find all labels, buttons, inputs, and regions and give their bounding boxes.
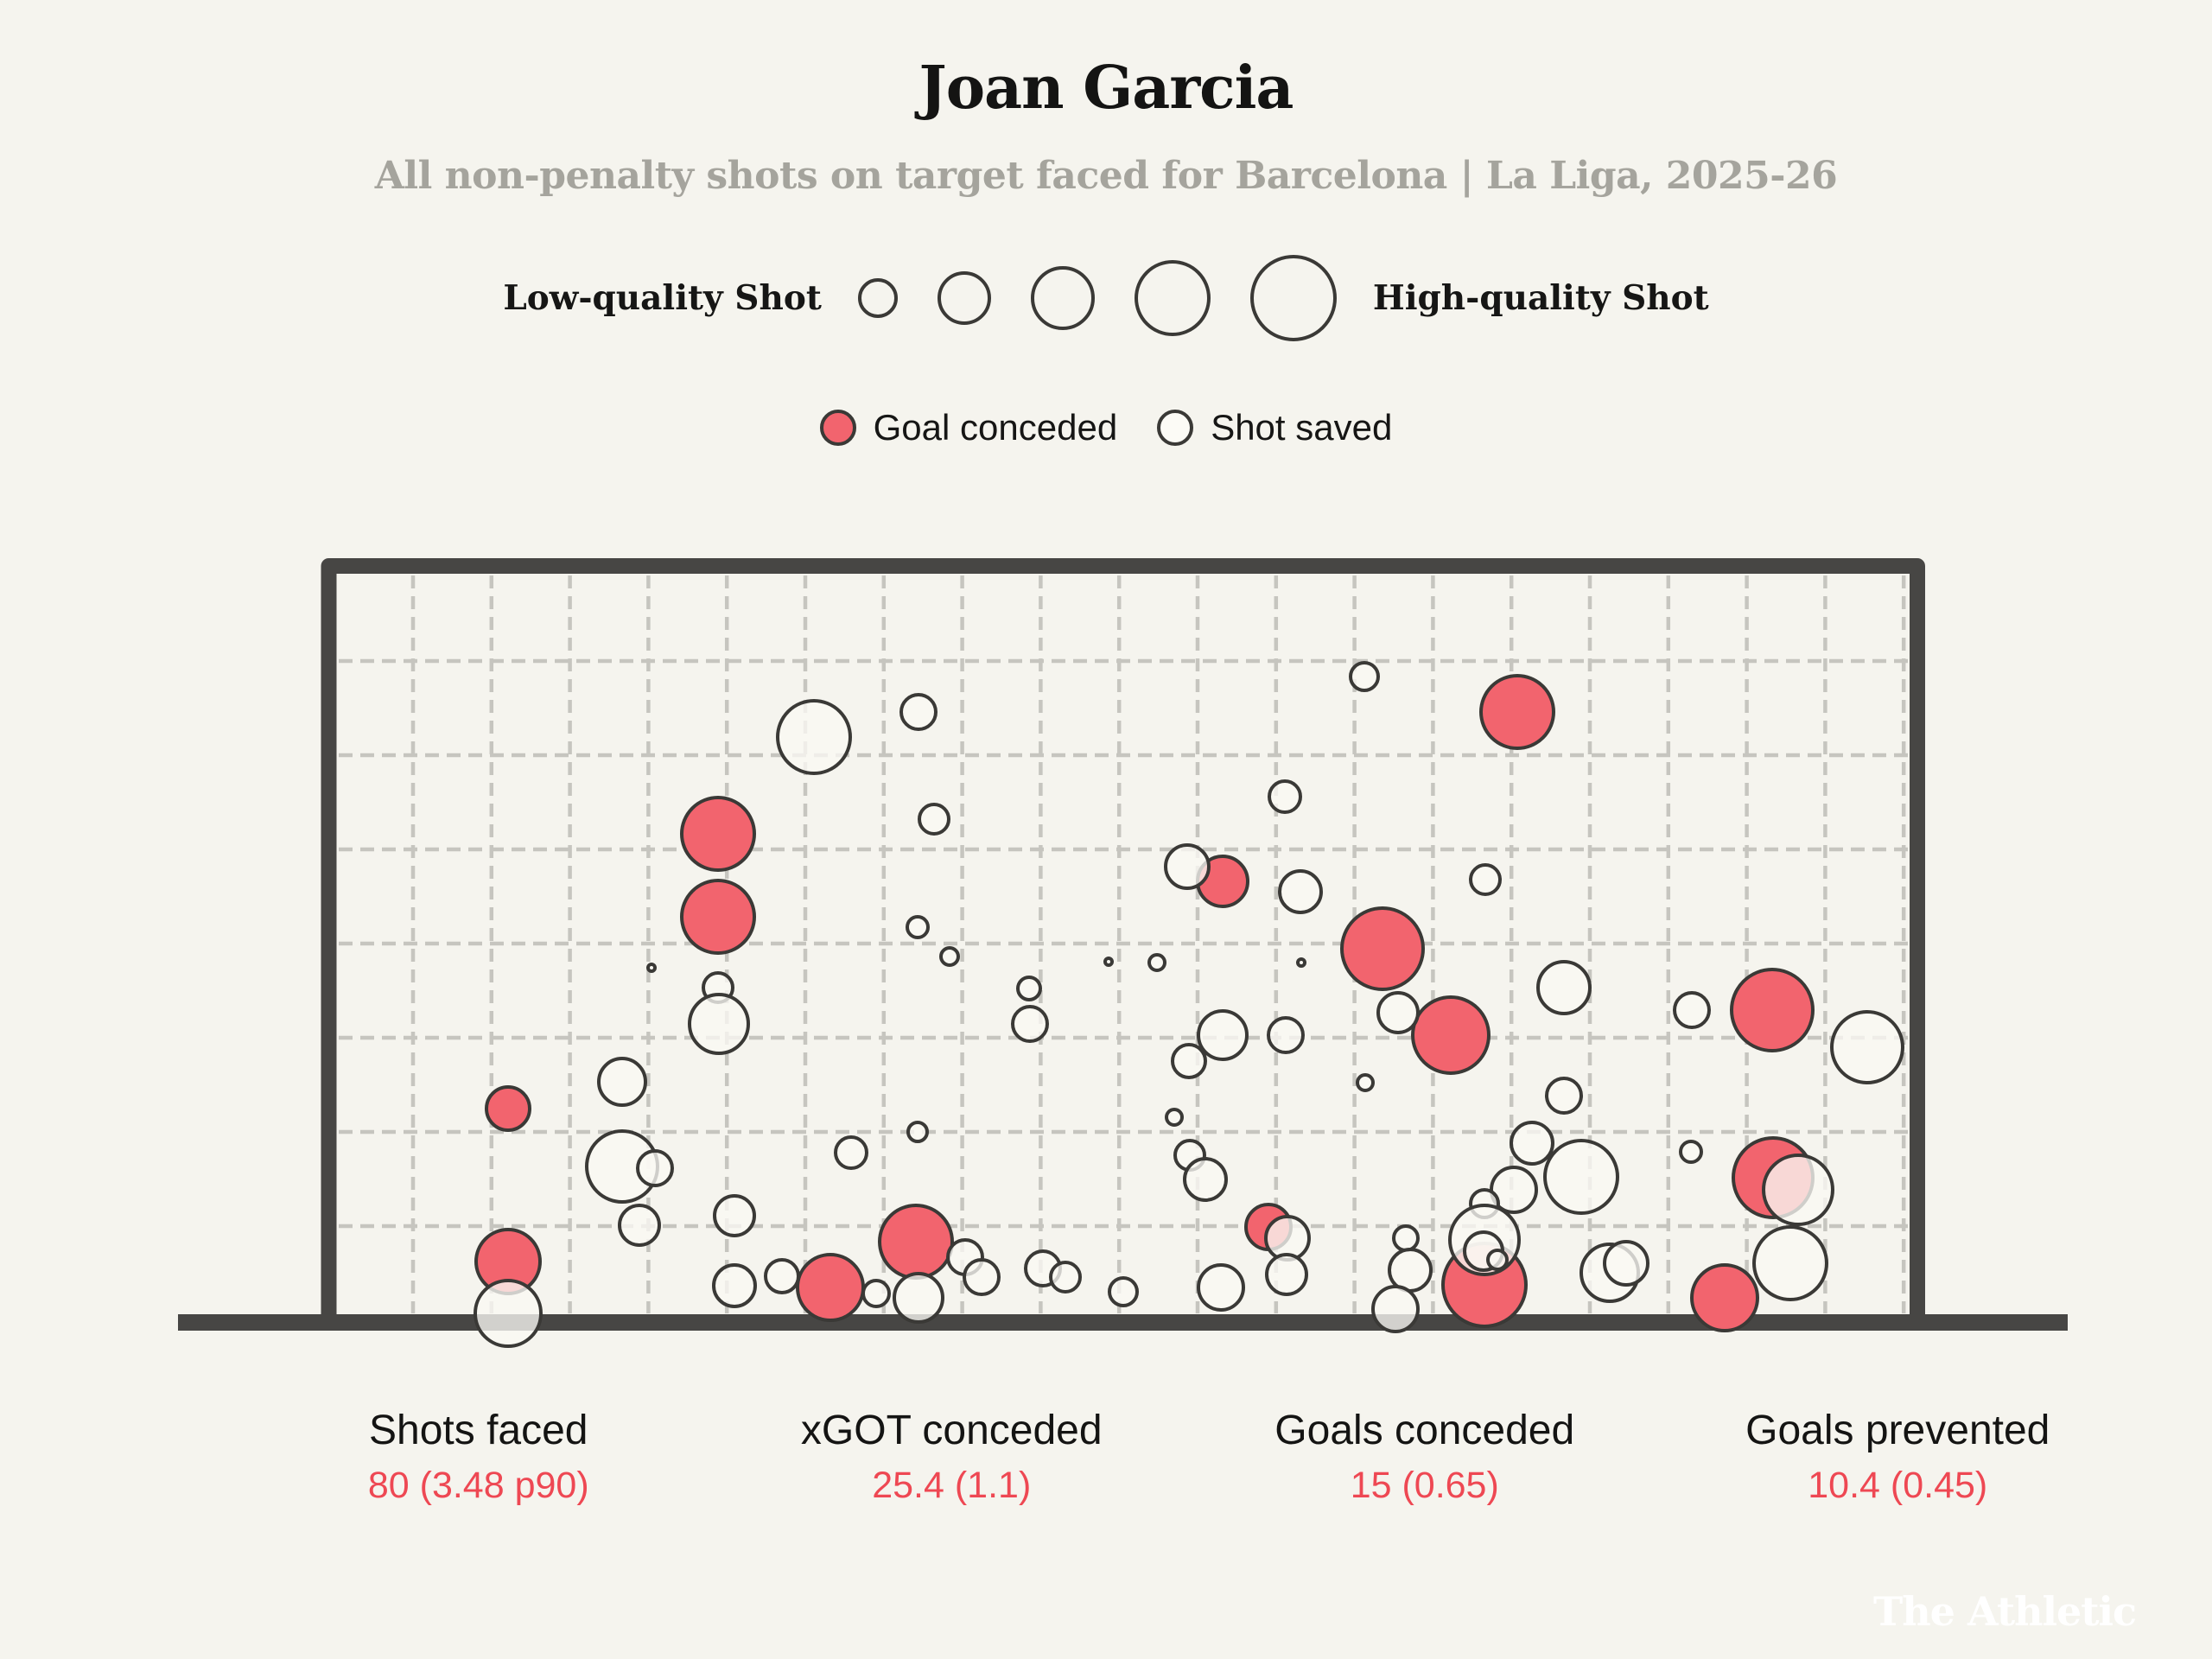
shot-bubble-saved — [636, 1149, 674, 1187]
shot-bubble-saved — [1486, 1249, 1509, 1271]
shot-bubble-saved — [713, 1194, 756, 1237]
shot-bubble-saved — [1165, 1108, 1184, 1127]
shot-bubble-saved — [861, 1279, 891, 1308]
stat-value: 25.4 (1.1) — [872, 1465, 1032, 1506]
shot-bubble-saved — [906, 915, 930, 939]
shot-bubble-saved — [1536, 960, 1592, 1015]
goal-conceded-dot-icon — [819, 410, 856, 446]
ground-line — [178, 1314, 2068, 1331]
shot-bubble-saved — [1103, 957, 1114, 967]
stat-value: 10.4 (0.45) — [1808, 1465, 1988, 1506]
stat-label: xGOT conceded — [800, 1408, 1103, 1453]
shot-bubble-saved — [1469, 863, 1502, 896]
shot-bubble-goal — [878, 1204, 954, 1280]
shot-bubble-goal — [1411, 995, 1491, 1075]
shot-bubble-goal — [1479, 674, 1555, 750]
shot-bubble-saved — [893, 1272, 944, 1324]
shot-bubble-saved — [1545, 1077, 1583, 1115]
shot-bubble-saved — [1510, 1121, 1554, 1166]
shot-bubble-saved — [1349, 661, 1380, 692]
shot-saved-dot-icon — [1157, 410, 1194, 446]
shot-bubble-saved — [1388, 1248, 1433, 1293]
stat-shots-faced: Shots faced 80 (3.48 p90) — [242, 1407, 715, 1507]
shot-bubble-saved — [1164, 843, 1211, 890]
shot-bubble-saved — [1183, 1157, 1228, 1202]
size-legend-circle-icon — [937, 271, 991, 325]
shot-bubble-saved — [646, 963, 657, 973]
shot-bubble-saved — [918, 803, 950, 836]
shot-bubble-goal — [1730, 968, 1815, 1052]
shot-bubble-goal — [1340, 906, 1425, 991]
goal-mouth-chart — [178, 558, 2068, 1348]
color-legend: Goal conceded Shot saved — [0, 393, 2212, 462]
shot-bubble-goal — [680, 796, 756, 872]
shot-bubble-saved — [776, 699, 852, 775]
stat-label: Goals prevented — [1745, 1408, 2050, 1453]
stat-value: 15 (0.65) — [1350, 1465, 1499, 1506]
shot-bubble-goal — [485, 1085, 531, 1132]
size-legend-circle-icon — [857, 278, 898, 318]
shot-bubble-goal — [1690, 1263, 1759, 1332]
shot-bubble-saved — [1147, 953, 1166, 972]
stats-row: Shots faced 80 (3.48 p90) xGOT conceded … — [242, 1407, 2134, 1507]
shot-bubble-saved — [1011, 1005, 1049, 1043]
size-legend-circles — [857, 255, 1337, 341]
stat-value: 80 (3.48 p90) — [367, 1465, 589, 1506]
size-legend-circle-icon — [1249, 255, 1337, 341]
shot-bubble-saved — [1752, 1225, 1828, 1301]
page-subtitle: All non-penalty shots on target faced fo… — [374, 154, 1838, 198]
shot-bubble-saved — [1171, 1043, 1207, 1079]
shot-bubble-saved — [834, 1135, 868, 1170]
shot-bubble-saved — [688, 993, 750, 1055]
the-athletic-logo: The Athletic — [1872, 1588, 2137, 1635]
shot-bubble-saved — [1762, 1154, 1834, 1226]
stat-goals-prevented: Goals prevented 10.4 (0.45) — [1662, 1407, 2135, 1507]
shot-bubble-saved — [618, 1204, 661, 1247]
shot-bubble-saved — [939, 946, 960, 967]
shot-bubble-saved — [1278, 869, 1323, 914]
shot-bubble-saved — [1268, 779, 1302, 814]
stat-label: Goals conceded — [1274, 1408, 1575, 1453]
shot-bubble-saved — [963, 1258, 1001, 1296]
shot-bubble-saved — [1049, 1261, 1082, 1294]
shot-bubble-saved — [1830, 1010, 1904, 1084]
shot-bubble-saved — [1679, 1140, 1703, 1164]
size-legend-circle-icon — [1134, 260, 1211, 336]
shot-bubble-goal — [680, 879, 756, 955]
shot-bubble-saved — [1356, 1073, 1375, 1092]
shot-bubble-saved — [1267, 1016, 1305, 1054]
shot-bubble-saved — [899, 693, 938, 731]
shot-bubble-saved — [1673, 991, 1711, 1029]
size-legend-high-label: High-quality Shot — [1372, 278, 1709, 318]
shot-bubble-saved — [1603, 1240, 1649, 1287]
shot-bubble-saved — [906, 1121, 929, 1143]
shot-bubble-saved — [712, 1263, 757, 1308]
shot-bubble-saved — [597, 1057, 647, 1107]
shot-bubble-saved — [1543, 1139, 1619, 1215]
size-legend-low-label: Low-quality Shot — [503, 278, 822, 318]
shot-saved-label: Shot saved — [1211, 407, 1393, 448]
shot-bubble-goal — [796, 1253, 865, 1322]
size-legend-circle-icon — [1030, 266, 1095, 330]
size-legend: Low-quality Shot High-quality Shot — [0, 246, 2212, 350]
shot-bubble-saved — [1392, 1224, 1420, 1252]
stat-label: Shots faced — [369, 1408, 588, 1453]
goal-conceded-label: Goal conceded — [873, 407, 1118, 448]
shot-bubble-saved — [474, 1279, 543, 1348]
shot-bubble-saved — [1265, 1253, 1308, 1296]
shot-bubble-saved — [1197, 1009, 1249, 1061]
shot-bubble-saved — [1296, 957, 1306, 968]
shot-bubble-saved — [764, 1258, 800, 1294]
stat-xgot-conceded: xGOT conceded 25.4 (1.1) — [715, 1407, 1189, 1507]
shot-bubble-saved — [1108, 1276, 1139, 1307]
page-title: Joan Garcia — [918, 54, 1294, 123]
shot-bubble-saved — [1016, 976, 1042, 1001]
stat-goals-conceded: Goals conceded 15 (0.65) — [1188, 1407, 1662, 1507]
goal-frame — [321, 558, 1925, 1331]
shot-bubble-saved — [1371, 1285, 1420, 1333]
shot-bubble-saved — [1197, 1263, 1245, 1312]
shot-bubble-saved — [1376, 991, 1420, 1034]
